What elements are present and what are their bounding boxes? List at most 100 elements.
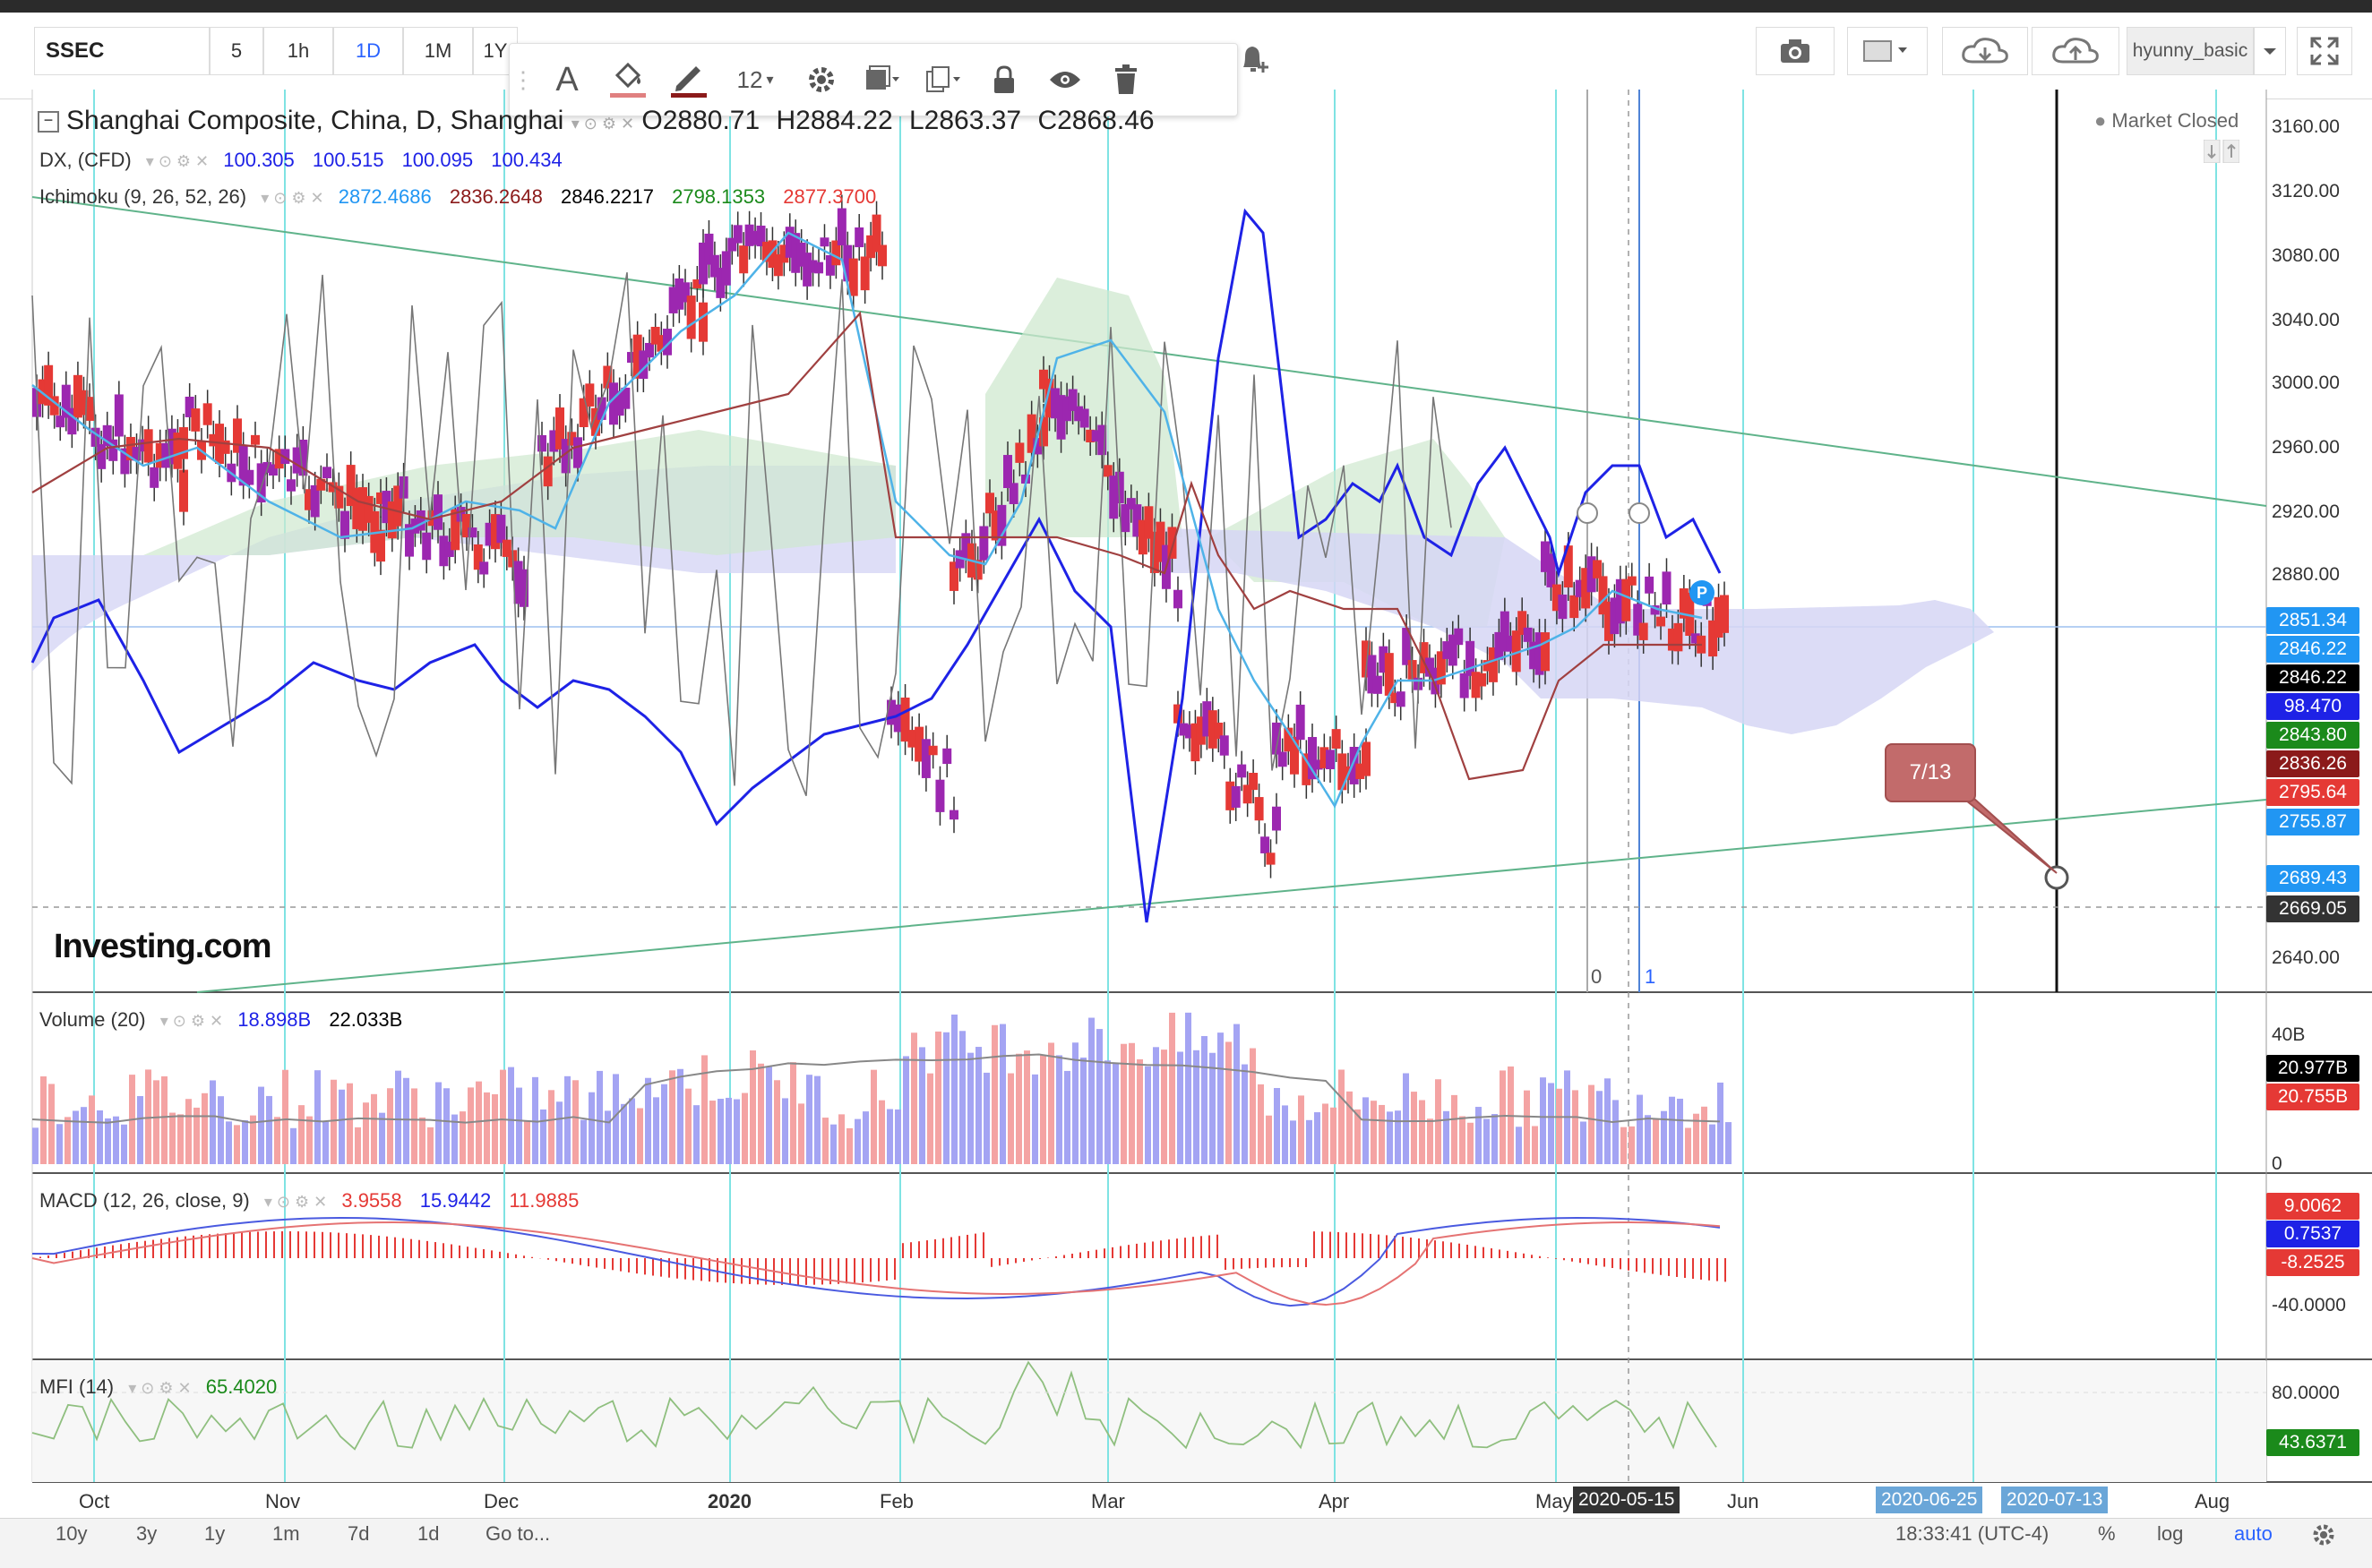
volume-bar <box>1258 1084 1264 1164</box>
range-1y[interactable]: 1y <box>204 1522 226 1545</box>
candle-body <box>38 379 47 405</box>
candle-body <box>97 444 107 469</box>
volume-bar <box>1411 1092 1417 1164</box>
callout-label[interactable]: 7/13 <box>1885 743 1976 802</box>
candle-body <box>220 440 230 454</box>
trash-icon[interactable] <box>1096 44 1156 116</box>
camera-icon[interactable] <box>1756 27 1835 75</box>
interval-1d[interactable]: 1D <box>333 27 403 75</box>
candle-body <box>485 522 494 546</box>
candle-body <box>150 467 159 488</box>
volume-bar <box>395 1070 401 1164</box>
candle-body <box>681 282 690 303</box>
candle-body <box>1372 675 1382 694</box>
candle-body <box>1196 716 1206 745</box>
volume-bar <box>1435 1079 1441 1164</box>
percent-toggle[interactable]: % <box>2098 1522 2116 1545</box>
candle-body <box>468 527 477 538</box>
candle-body <box>1190 723 1200 762</box>
candle-body <box>334 485 344 509</box>
candle-body <box>1396 691 1405 707</box>
volume-bar <box>105 1118 111 1164</box>
chart-style-select[interactable] <box>1847 27 1928 75</box>
volume-bar <box>1677 1098 1683 1164</box>
visibility-eye-icon[interactable] <box>1035 44 1096 116</box>
price-tick: 2640.00 <box>2272 947 2340 968</box>
volume-bar <box>1298 1095 1304 1164</box>
volume-bar <box>1080 1058 1087 1164</box>
range-7d[interactable]: 7d <box>348 1522 370 1545</box>
volume-bar <box>1427 1118 1433 1164</box>
volume-bar <box>443 1088 450 1164</box>
clone-icon[interactable] <box>913 44 974 116</box>
fullscreen-icon[interactable] <box>2297 27 2352 75</box>
volume-bar <box>1629 1126 1635 1164</box>
volume-legend: Volume (20) ▾ ⊙ ⚙ ✕ 18.898B 22.033B <box>39 1008 403 1031</box>
candle-body <box>1598 576 1608 615</box>
candle-body <box>1097 424 1107 456</box>
range-10y[interactable]: 10y <box>56 1522 88 1545</box>
candle-body <box>561 439 571 474</box>
candle-body <box>1482 660 1492 672</box>
candle-body <box>549 430 559 452</box>
candle-body <box>1051 388 1061 419</box>
range-1d[interactable]: 1d <box>417 1522 440 1545</box>
pen-color-icon[interactable] <box>658 44 719 116</box>
bottom-bar <box>0 1518 2372 1568</box>
drag-handle-icon[interactable]: ⋮ <box>511 65 535 93</box>
template-icon[interactable] <box>852 44 913 116</box>
volume-bar <box>1153 1047 1159 1164</box>
volume-bar <box>1580 1121 1586 1164</box>
user-menu[interactable]: hyunny_basic <box>2127 27 2254 75</box>
goto-button[interactable]: Go to... <box>486 1522 551 1545</box>
candle-body <box>860 256 870 291</box>
text-tool-icon[interactable]: A <box>555 60 579 99</box>
fill-color-icon[interactable] <box>597 44 658 116</box>
settings-gear-icon[interactable] <box>2311 1522 2336 1552</box>
candle-body <box>1290 736 1299 775</box>
interval-1m[interactable]: 1M <box>403 27 473 75</box>
settings-gear-icon[interactable] <box>791 44 852 116</box>
scale-arrows-icon[interactable] <box>2203 139 2240 164</box>
font-size-select[interactable]: 12 ▾ <box>736 65 774 93</box>
position-marker[interactable]: P <box>1689 580 1715 605</box>
volume-bar <box>1282 1105 1288 1164</box>
volume-bar <box>1233 1024 1240 1164</box>
candle-body <box>120 448 130 475</box>
candle-body <box>352 487 362 529</box>
ichimoku-name: Ichimoku (9, 26, 52, 26) <box>39 185 247 208</box>
candle-body <box>209 433 219 447</box>
volume-bar <box>951 1014 958 1164</box>
range-3y[interactable]: 3y <box>136 1522 158 1545</box>
volume-bar <box>387 1088 393 1164</box>
auto-toggle[interactable]: auto <box>2234 1522 2273 1545</box>
candle-body <box>1551 584 1561 612</box>
cloud-upload-icon[interactable] <box>2032 27 2119 75</box>
interval-5[interactable]: 5 <box>210 27 263 75</box>
candle-body <box>900 697 910 742</box>
volume-bar <box>871 1069 877 1164</box>
candle-body <box>1225 781 1235 810</box>
candle-body <box>1173 704 1182 724</box>
candle-body <box>1044 378 1054 418</box>
volume-bar <box>508 1067 514 1164</box>
volume-bar <box>766 1067 772 1164</box>
time-tick: 2020 <box>708 1490 752 1512</box>
candle-body <box>287 479 296 492</box>
candle-body <box>185 397 194 417</box>
chevron-down-icon[interactable] <box>2254 27 2286 75</box>
log-toggle[interactable]: log <box>2157 1522 2184 1545</box>
symbol-input[interactable]: SSEC <box>34 27 210 75</box>
volume-bar <box>1193 1050 1199 1164</box>
lock-icon[interactable] <box>974 44 1035 116</box>
candle-body <box>161 442 171 468</box>
interval-1h[interactable]: 1h <box>263 27 333 75</box>
candle-body <box>1603 601 1613 641</box>
range-1m[interactable]: 1m <box>272 1522 300 1545</box>
candle-body <box>434 494 443 530</box>
collapse-icon[interactable]: − <box>38 111 59 133</box>
add-alert-icon[interactable] <box>1229 34 1279 82</box>
cloud-download-icon[interactable] <box>1942 27 2028 75</box>
volume-bar <box>661 1084 667 1164</box>
chart-canvas[interactable] <box>0 90 2372 1518</box>
